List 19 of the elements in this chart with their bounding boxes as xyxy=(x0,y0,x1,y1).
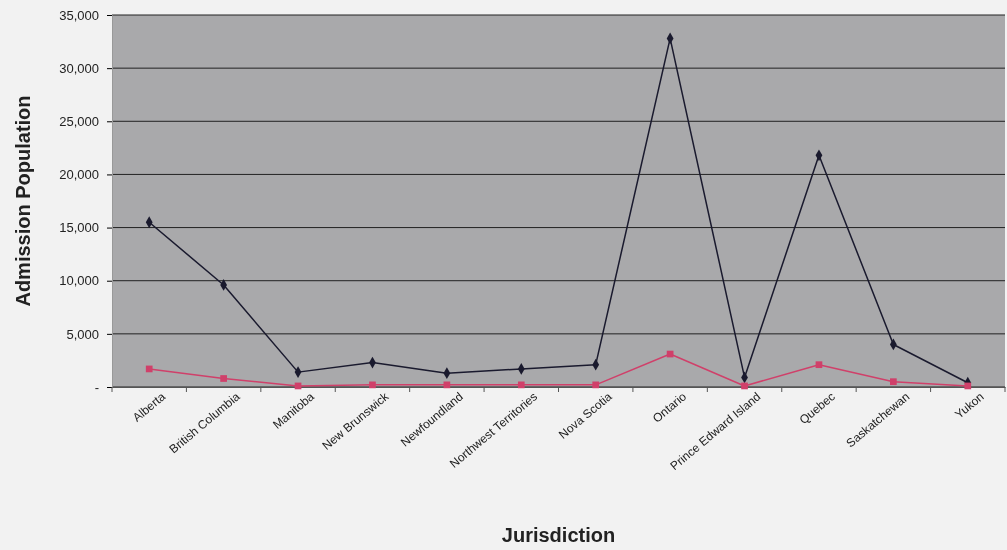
y-axis-title: Admission Population xyxy=(12,95,34,307)
point xyxy=(592,381,600,389)
y-tick-label: 35,000 xyxy=(59,7,99,23)
point xyxy=(369,381,376,389)
y-tick-label: 25,000 xyxy=(59,113,99,129)
point xyxy=(517,381,525,389)
point xyxy=(220,375,227,382)
x-axis-title: Jurisdiction xyxy=(501,524,616,546)
y-tick-label: - xyxy=(94,379,99,395)
y-tick-label: 30,000 xyxy=(59,60,99,76)
point xyxy=(815,361,823,369)
y-tick-label: 5,000 xyxy=(66,326,99,342)
y-tick-label: 20,000 xyxy=(59,167,99,183)
point xyxy=(890,378,897,386)
y-tick-label: 15,000 xyxy=(59,220,99,236)
point xyxy=(964,382,972,390)
y-tick-label: 10,000 xyxy=(59,273,99,289)
point xyxy=(741,382,748,390)
point xyxy=(145,365,153,373)
